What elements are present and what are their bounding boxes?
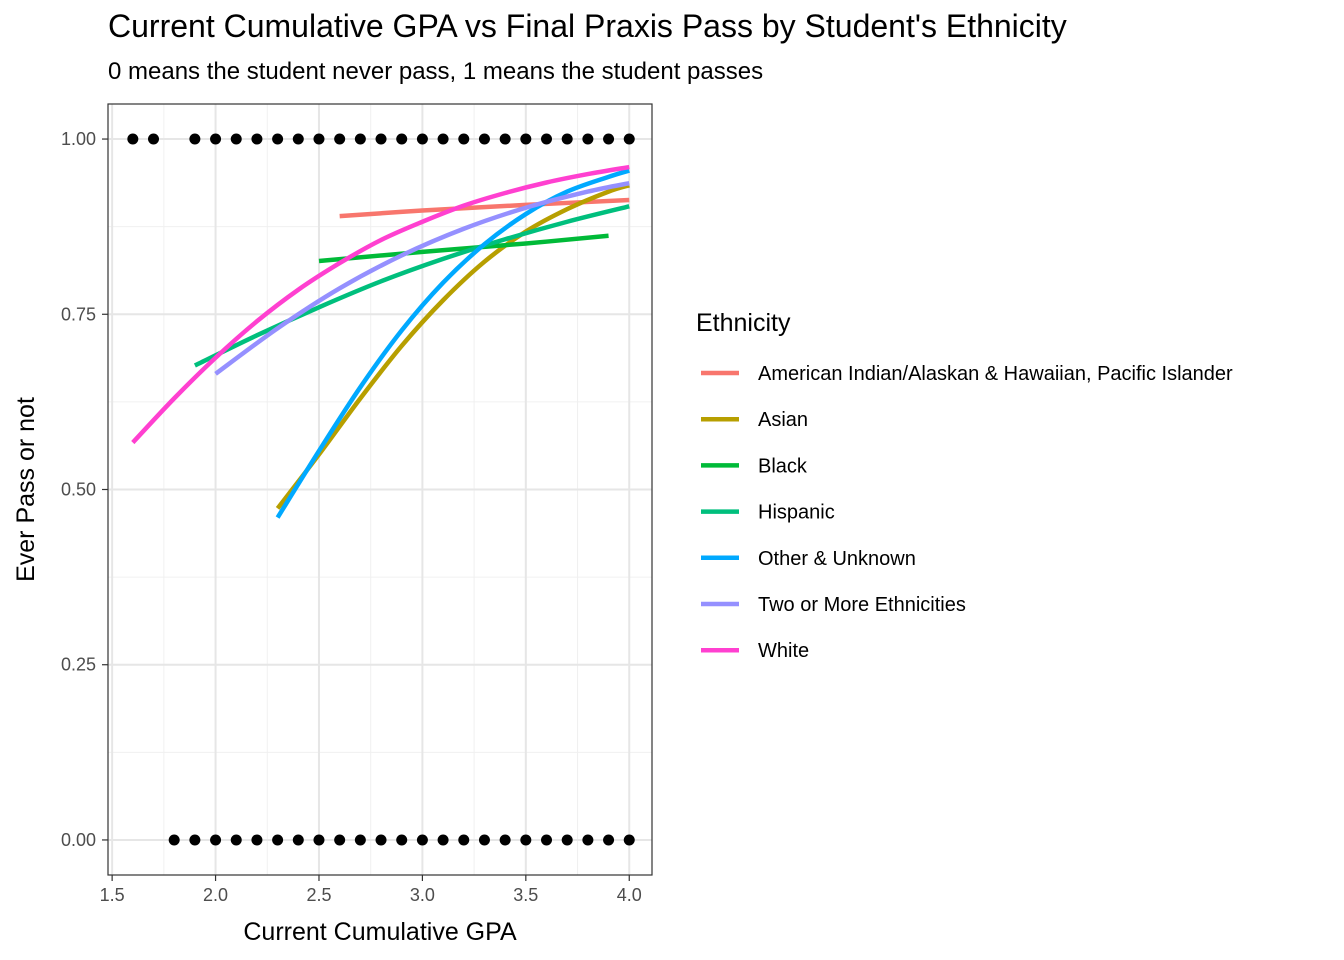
x-tick-label: 3.0 (410, 885, 435, 905)
data-point-fail (210, 834, 222, 846)
x-tick-label: 4.0 (617, 885, 642, 905)
x-axis-title: Current Cumulative GPA (243, 918, 517, 946)
data-point-fail (416, 834, 428, 846)
legend-label-5: Two or More Ethnicities (758, 594, 966, 616)
data-point-pass (189, 133, 201, 145)
data-point-fail (520, 834, 532, 846)
data-point-pass (313, 133, 325, 145)
legend-title: Ethnicity (696, 309, 791, 337)
data-point-pass (292, 133, 304, 145)
legend-label-3: Hispanic (758, 502, 835, 524)
data-point-pass (210, 133, 222, 145)
series-line-5 (214, 180, 630, 376)
data-point-fail (292, 834, 304, 846)
legend-label-2: Black (758, 455, 808, 477)
legend-items: American Indian/Alaskan & Hawaiian, Paci… (701, 363, 1233, 662)
data-point-pass (375, 133, 387, 145)
points-layer (127, 133, 635, 846)
data-point-fail (313, 834, 325, 846)
data-point-pass (520, 133, 532, 145)
data-point-fail (603, 834, 615, 846)
data-point-fail (582, 834, 594, 846)
data-point-fail (375, 834, 387, 846)
data-point-fail (396, 834, 408, 846)
data-point-fail (189, 834, 201, 846)
data-point-pass (251, 133, 263, 145)
data-point-fail (499, 834, 511, 846)
data-point-pass (334, 133, 346, 145)
legend-label-0: American Indian/Alaskan & Hawaiian, Paci… (758, 363, 1233, 385)
y-tick-label: 1.00 (61, 129, 96, 149)
data-point-pass (272, 133, 284, 145)
data-point-fail (354, 834, 366, 846)
data-point-fail (168, 834, 180, 846)
y-tick-label: 0.25 (61, 655, 96, 675)
data-point-fail (272, 834, 284, 846)
chart-title: Current Cumulative GPA vs Final Praxis P… (108, 8, 1067, 44)
series-line-4 (275, 168, 630, 519)
grid-layer (108, 104, 652, 875)
data-point-fail (541, 834, 553, 846)
data-point-pass (458, 133, 470, 145)
axes-layer: 1.5 2.0 2.5 3.0 3.5 4.0 0.00 0.25 0.50 0.75 1.00 (61, 129, 642, 905)
data-point-pass (561, 133, 573, 145)
data-point-pass (478, 133, 490, 145)
data-point-pass (437, 133, 449, 145)
series-line-6 (131, 164, 630, 445)
data-point-pass (499, 133, 511, 145)
data-point-pass (148, 133, 160, 145)
data-point-fail (458, 834, 470, 846)
y-tick-label: 0.00 (61, 830, 96, 850)
legend-label-1: Asian (758, 409, 808, 431)
data-point-pass (127, 133, 139, 145)
data-point-fail (437, 834, 449, 846)
data-point-pass (541, 133, 553, 145)
y-tick-label: 0.50 (61, 480, 96, 500)
data-point-fail (334, 834, 346, 846)
data-point-pass (603, 133, 615, 145)
chart-subtitle: 0 means the student never pass, 1 means … (108, 58, 764, 85)
data-point-fail (478, 834, 490, 846)
x-tick-label: 1.5 (100, 885, 125, 905)
x-tick-label: 2.0 (203, 885, 228, 905)
legend: Ethnicity American Indian/Alaskan & Hawa… (696, 309, 1233, 662)
legend-label-6: White (758, 640, 809, 662)
data-point-pass (354, 133, 366, 145)
data-point-fail (623, 834, 635, 846)
data-point-pass (582, 133, 594, 145)
data-point-fail (561, 834, 573, 846)
data-point-fail (251, 834, 263, 846)
data-point-pass (230, 133, 242, 145)
series-line-1 (275, 183, 630, 510)
data-point-pass (396, 133, 408, 145)
legend-label-4: Other & Unknown (758, 548, 916, 570)
y-tick-label: 0.75 (61, 304, 96, 324)
x-tick-label: 3.5 (513, 885, 538, 905)
series-line-3 (193, 204, 630, 368)
data-point-fail (230, 834, 242, 846)
data-point-pass (623, 133, 635, 145)
x-tick-label: 2.5 (306, 885, 331, 905)
data-point-pass (416, 133, 428, 145)
y-axis-title: Ever Pass or not (12, 397, 40, 582)
lines-layer (131, 164, 630, 519)
